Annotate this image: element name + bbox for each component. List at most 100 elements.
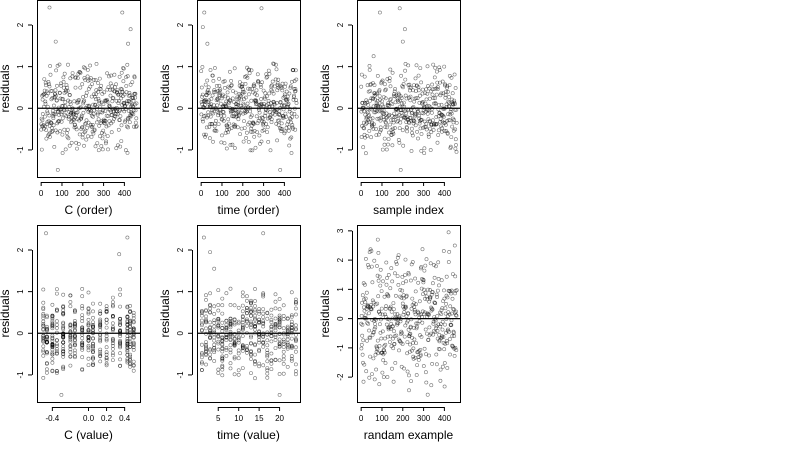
data-point [370,372,374,377]
data-point [252,82,256,87]
data-point [423,327,428,332]
data-point [261,363,266,368]
data-point [447,337,452,342]
x-tick-label: 100 [215,189,229,198]
data-point [400,342,405,346]
data-point [125,315,130,320]
data-point [121,66,126,70]
data-point [214,129,219,133]
data-point [366,321,371,326]
data-point [61,364,66,369]
data-point [84,118,89,123]
data-point [216,98,221,103]
data-point [204,348,208,353]
data-point [445,366,450,370]
data-point [435,140,440,145]
data-point [131,345,136,350]
data-point [118,342,123,347]
data-point [377,94,382,99]
data-point [377,322,382,327]
y-tick-label: 0 [336,316,345,321]
data-point [401,143,406,148]
data-point [289,356,294,361]
data-point [453,313,458,317]
data-point [257,338,262,343]
data-point [43,124,48,129]
data-point [111,328,115,333]
data-point [232,337,237,342]
data-point [269,361,274,366]
data-point [54,68,59,73]
data-point [224,99,229,104]
data-point [281,349,286,354]
data-point [224,338,229,342]
data-point [445,131,450,136]
data-point [50,322,55,327]
data-point [384,260,389,265]
data-point [285,364,290,369]
data-point [437,103,441,108]
data-point [232,66,237,71]
data-point [249,352,253,357]
data-point [261,120,266,124]
data-point [57,62,62,67]
data-point [415,96,420,101]
data-point [390,324,395,329]
data-point [115,109,120,114]
data-point [98,336,103,341]
data-point [119,139,124,144]
data-point [293,349,298,354]
data-point [402,27,407,32]
data-point [372,327,377,332]
data-point [290,123,295,127]
data-point [232,372,237,377]
data-point [86,356,91,361]
data-point [50,368,55,373]
data-point [80,355,85,360]
data-point [246,86,251,91]
data-point [85,125,90,130]
data-point [199,311,204,316]
data-point [448,352,452,357]
data-point [118,322,123,327]
x-axis-label: sample index [373,203,444,217]
data-point [104,361,109,366]
data-point [61,312,66,317]
data-point [418,353,423,358]
data-point [57,118,62,123]
data-point [53,88,58,93]
data-point [244,306,249,310]
data-point [41,353,46,358]
data-point [43,101,48,106]
data-point [453,291,457,296]
data-point [416,88,421,93]
data-point [449,111,454,116]
data-point [118,292,123,297]
data-point [437,283,441,288]
data-point [382,142,387,147]
data-point [111,96,116,101]
data-point [442,64,447,69]
data-point [422,346,427,351]
data-point [261,321,266,326]
data-point [244,319,249,324]
data-point [104,320,109,325]
data-point [453,127,458,132]
data-point [230,96,235,101]
data-point [247,87,252,92]
data-point [117,252,122,257]
data-point [265,368,270,373]
data-point [54,93,58,98]
data-point [78,85,83,90]
data-point [388,122,393,127]
y-tick-label: 2 [336,22,345,27]
data-point [252,84,257,89]
data-point [225,90,230,95]
data-point [41,349,46,354]
data-point [131,98,136,103]
data-point [41,348,46,353]
data-point [86,311,91,316]
data-point [401,281,405,286]
data-point [388,334,393,339]
